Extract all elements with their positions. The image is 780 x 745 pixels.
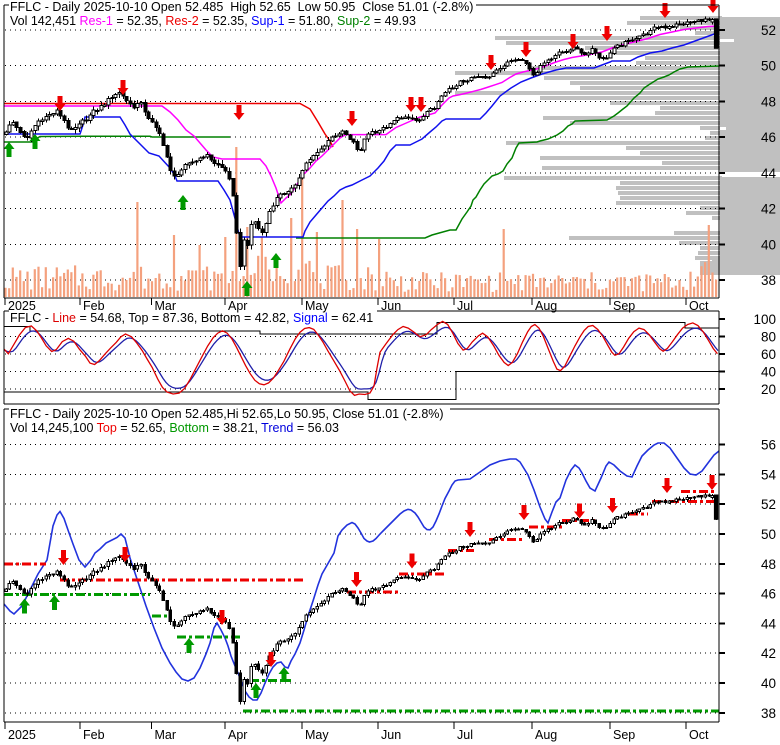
svg-text:Oct: Oct [689,299,709,313]
svg-text:Vol 142,451 Res-1 = 52.35, Res: Vol 142,451 Res-1 = 52.35, Res-2 = 52.35… [10,14,416,28]
svg-text:52: 52 [761,497,776,512]
svg-text:48: 48 [761,94,776,109]
svg-text:100: 100 [753,312,776,327]
svg-text:Jul: Jul [457,299,473,313]
svg-text:46: 46 [761,130,776,145]
svg-text:FFLC - Daily 2025-10-10 Open 5: FFLC - Daily 2025-10-10 Open 52.485 High… [10,0,473,14]
svg-text:20: 20 [761,382,776,397]
svg-text:40: 40 [761,364,776,379]
svg-text:48: 48 [761,557,776,572]
svg-text:56: 56 [761,438,776,453]
svg-text:Feb: Feb [83,299,105,313]
svg-text:52: 52 [761,23,776,38]
svg-text:44: 44 [761,616,777,631]
svg-text:Aug: Aug [535,299,557,313]
svg-text:Apr: Apr [228,299,247,313]
svg-text:FFLC - Line = 54.68, Top = 87.: FFLC - Line = 54.68, Top = 87.36, Bottom… [10,311,373,325]
svg-text:42: 42 [761,202,776,217]
svg-text:Oct: Oct [689,728,709,742]
svg-text:FFLC - Daily 2025-10-10 Open 5: FFLC - Daily 2025-10-10 Open 52.485,Hi 5… [10,407,444,421]
svg-text:Feb: Feb [83,728,105,742]
svg-text:Sep: Sep [613,299,635,313]
svg-text:Apr: Apr [228,728,247,742]
svg-text:50: 50 [761,527,776,542]
svg-text:44: 44 [761,166,777,181]
svg-text:46: 46 [761,587,776,602]
svg-text:2025: 2025 [8,299,36,313]
svg-text:Jun: Jun [381,299,401,313]
svg-text:42: 42 [761,646,776,661]
svg-text:54: 54 [761,467,777,482]
svg-text:2025: 2025 [8,728,36,742]
svg-text:38: 38 [761,273,776,288]
svg-text:Sep: Sep [613,728,635,742]
svg-text:Aug: Aug [535,728,557,742]
svg-text:Mar: Mar [155,728,177,742]
svg-text:May: May [305,728,329,742]
svg-text:50: 50 [761,59,776,74]
svg-text:80: 80 [761,329,776,344]
svg-text:Jun: Jun [381,728,401,742]
svg-text:38: 38 [761,706,776,721]
svg-text:May: May [305,299,329,313]
svg-text:Vol 14,245,100 Top = 52.65, Bo: Vol 14,245,100 Top = 52.65, Bottom = 38.… [10,421,339,435]
svg-text:40: 40 [761,676,776,691]
svg-text:Jul: Jul [457,728,473,742]
svg-text:Mar: Mar [155,299,177,313]
svg-text:40: 40 [761,237,776,252]
svg-text:60: 60 [761,347,776,362]
